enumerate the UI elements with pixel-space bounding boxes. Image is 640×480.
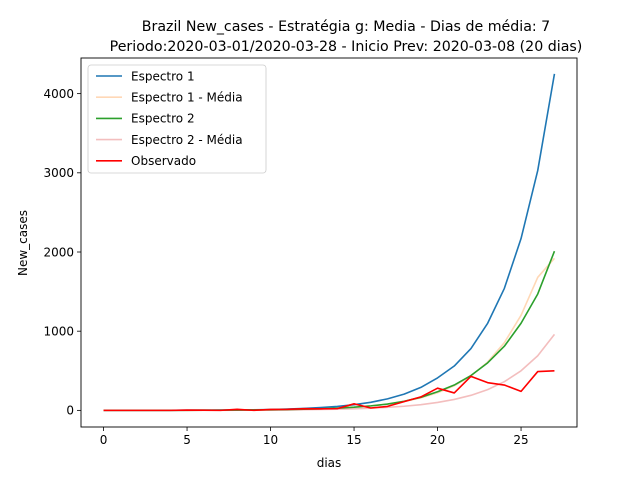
x-tick-label: 10	[263, 433, 278, 447]
legend-label: Espectro 2	[131, 112, 195, 126]
x-tick-label: 25	[513, 433, 528, 447]
legend-box	[87, 64, 267, 174]
x-tick-label: 15	[346, 433, 361, 447]
x-tick-label: 20	[430, 433, 445, 447]
x-tick-label: 5	[183, 433, 191, 447]
y-tick-label: 0	[66, 404, 74, 418]
x-axis-ticks: 0 5 10 15 20 25	[100, 427, 529, 447]
series-lines	[103, 73, 556, 412]
legend-items: Espectro 1 Espectro 1 - Média Espectro 2 Es…	[96, 69, 243, 168]
legend: Espectro 1 Espectro 1 - Média Espectro 2 Es…	[87, 64, 267, 174]
legend-label: Espectro 1	[131, 69, 195, 83]
legend-label: Observado	[131, 154, 196, 168]
legend-label: Espectro 1 - Média	[131, 91, 243, 105]
x-tick-label: 0	[100, 433, 108, 447]
chart-title-line-1: Brazil New_cases - Estratégia g: Media -…	[142, 19, 550, 35]
y-axis-label: New_cases	[16, 210, 30, 276]
chart-title-line-2: Periodo:2020-03-01/2020-03-28 - Inicio P…	[110, 39, 583, 55]
y-tick-label: 4000	[43, 87, 74, 101]
y-tick-label: 3000	[43, 166, 74, 180]
y-tick-label: 2000	[43, 245, 74, 259]
y-tick-label: 1000	[43, 324, 74, 338]
y-axis-ticks: 0 1000 2000 3000 4000	[43, 87, 81, 418]
legend-label: Espectro 2 - Média	[131, 133, 243, 147]
series-line-5	[103, 369, 555, 412]
x-axis-label: dias	[317, 456, 342, 470]
